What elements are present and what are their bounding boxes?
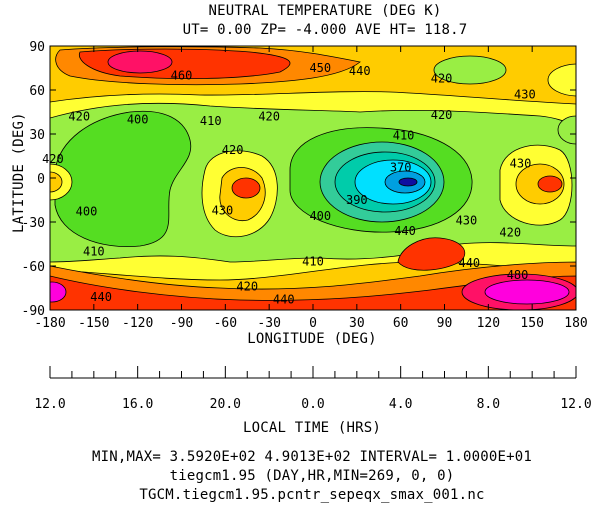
contour-label: 440 bbox=[273, 293, 295, 307]
contour-440-right bbox=[537, 175, 563, 193]
x-tick-label: -30 bbox=[257, 316, 280, 331]
contour-label: 420 bbox=[68, 109, 90, 123]
contour-labels: 460 450 440 420 430 420 400 410 420 420 410 420 420 3… bbox=[42, 61, 536, 307]
contour-label: 420 bbox=[431, 71, 453, 85]
local-time-ticks: 12.0 16.0 20.0 0.0 4.0 8.0 12.0 bbox=[34, 366, 592, 412]
contour-label: 440 bbox=[394, 224, 416, 238]
local-time-tick-label: 4.0 bbox=[389, 397, 412, 412]
contour-label: 430 bbox=[456, 214, 478, 228]
local-time-tick-label: 8.0 bbox=[477, 397, 500, 412]
contour-label: 430 bbox=[514, 87, 536, 101]
contour-460-top bbox=[107, 50, 173, 74]
contour-label: 390 bbox=[346, 193, 368, 207]
contour-label: 450 bbox=[309, 61, 331, 75]
contour-410-topright bbox=[433, 55, 507, 85]
local-time-tick-label: 12.0 bbox=[34, 397, 65, 412]
contour-label: 420 bbox=[499, 225, 521, 239]
x-tick-label: 120 bbox=[477, 316, 500, 331]
contour-label: 430 bbox=[212, 203, 234, 217]
contour-fields bbox=[50, 46, 576, 310]
minmax-line: MIN,MAX= 3.5920E+02 4.9013E+02 INTERVAL=… bbox=[91, 449, 533, 465]
contour-label: 440 bbox=[90, 290, 112, 304]
x-tick-label: -60 bbox=[214, 316, 237, 331]
chart-subtitle: UT= 0.00 ZP= -4.000 AVE HT= 118.7 bbox=[182, 22, 468, 38]
contour-label: 420 bbox=[222, 143, 244, 157]
local-time-tick-label: 16.0 bbox=[122, 397, 153, 412]
contour-label: 400 bbox=[127, 112, 149, 126]
x-tick-label: -120 bbox=[122, 316, 153, 331]
contour-label: 420 bbox=[431, 108, 453, 122]
contour-label: 440 bbox=[349, 64, 371, 78]
local-time-label: LOCAL TIME (HRS) bbox=[242, 420, 382, 436]
contour-label: 400 bbox=[309, 209, 331, 223]
x-tick-label: 150 bbox=[520, 316, 543, 331]
chart-title: NEUTRAL TEMPERATURE (DEG K) bbox=[208, 3, 442, 19]
contour-label: 420 bbox=[236, 280, 258, 294]
contour-label: 410 bbox=[302, 255, 324, 269]
y-tick-label: -90 bbox=[22, 304, 45, 319]
y-tick-label: 30 bbox=[29, 128, 45, 143]
y-axis-label: LATITUDE (DEG) bbox=[11, 112, 27, 233]
x-tick-label: 0 bbox=[309, 316, 317, 331]
contour-440-spot bbox=[397, 237, 466, 271]
contour-label: 420 bbox=[42, 152, 64, 166]
x-axis-label: LONGITUDE (DEG) bbox=[247, 331, 377, 347]
x-tick-label: 30 bbox=[349, 316, 365, 331]
y-tick-label: 60 bbox=[29, 84, 45, 99]
model-line: tiegcm1.95 (DAY,HR,MIN=269, 0, 0) bbox=[169, 468, 455, 484]
local-time-tick-label: 20.0 bbox=[210, 397, 241, 412]
contour-label: 460 bbox=[171, 68, 193, 82]
contour-label: 410 bbox=[200, 114, 222, 128]
y-ticks: 90 60 30 0 -30 -60 -90 bbox=[22, 40, 576, 319]
contour-min-region bbox=[398, 177, 418, 187]
x-tick-label: -150 bbox=[78, 316, 109, 331]
contour-label: 430 bbox=[510, 156, 532, 170]
x-tick-label: 180 bbox=[564, 316, 587, 331]
y-tick-label: -60 bbox=[22, 260, 45, 275]
y-tick-label: 0 bbox=[37, 172, 45, 187]
contour-480-bottom bbox=[484, 279, 570, 305]
contour-430-leftedge bbox=[50, 171, 63, 193]
contour-400-region bbox=[54, 110, 192, 248]
x-tick-label: 90 bbox=[437, 316, 453, 331]
contour-420-topedge bbox=[547, 63, 576, 97]
contour-label: 420 bbox=[258, 109, 280, 123]
contour-label: 440 bbox=[458, 256, 480, 270]
contour-440-island bbox=[231, 177, 261, 199]
x-tick-label: -90 bbox=[170, 316, 193, 331]
contour-label: 410 bbox=[83, 244, 105, 258]
contour-label: 370 bbox=[390, 161, 412, 175]
file-line: TGCM.tiegcm1.95.pcntr_sepeqx_smax_001.nc bbox=[139, 487, 485, 503]
x-tick-label: 60 bbox=[393, 316, 409, 331]
x-ticks: -180 -150 -120 -90 -60 -30 0 30 60 90 120 150 180 bbox=[34, 46, 588, 331]
y-tick-label: 90 bbox=[29, 40, 45, 55]
x-tick-label: -180 bbox=[34, 316, 65, 331]
contour-label: 410 bbox=[393, 128, 415, 142]
contour-label: 480 bbox=[507, 268, 529, 282]
local-time-tick-label: 12.0 bbox=[560, 397, 591, 412]
contour-480-leftedge bbox=[50, 281, 67, 303]
y-tick-label: -30 bbox=[22, 216, 45, 231]
contour-410-rightedge bbox=[557, 115, 576, 145]
contour-label: 400 bbox=[76, 205, 98, 219]
local-time-tick-label: 0.0 bbox=[301, 397, 324, 412]
